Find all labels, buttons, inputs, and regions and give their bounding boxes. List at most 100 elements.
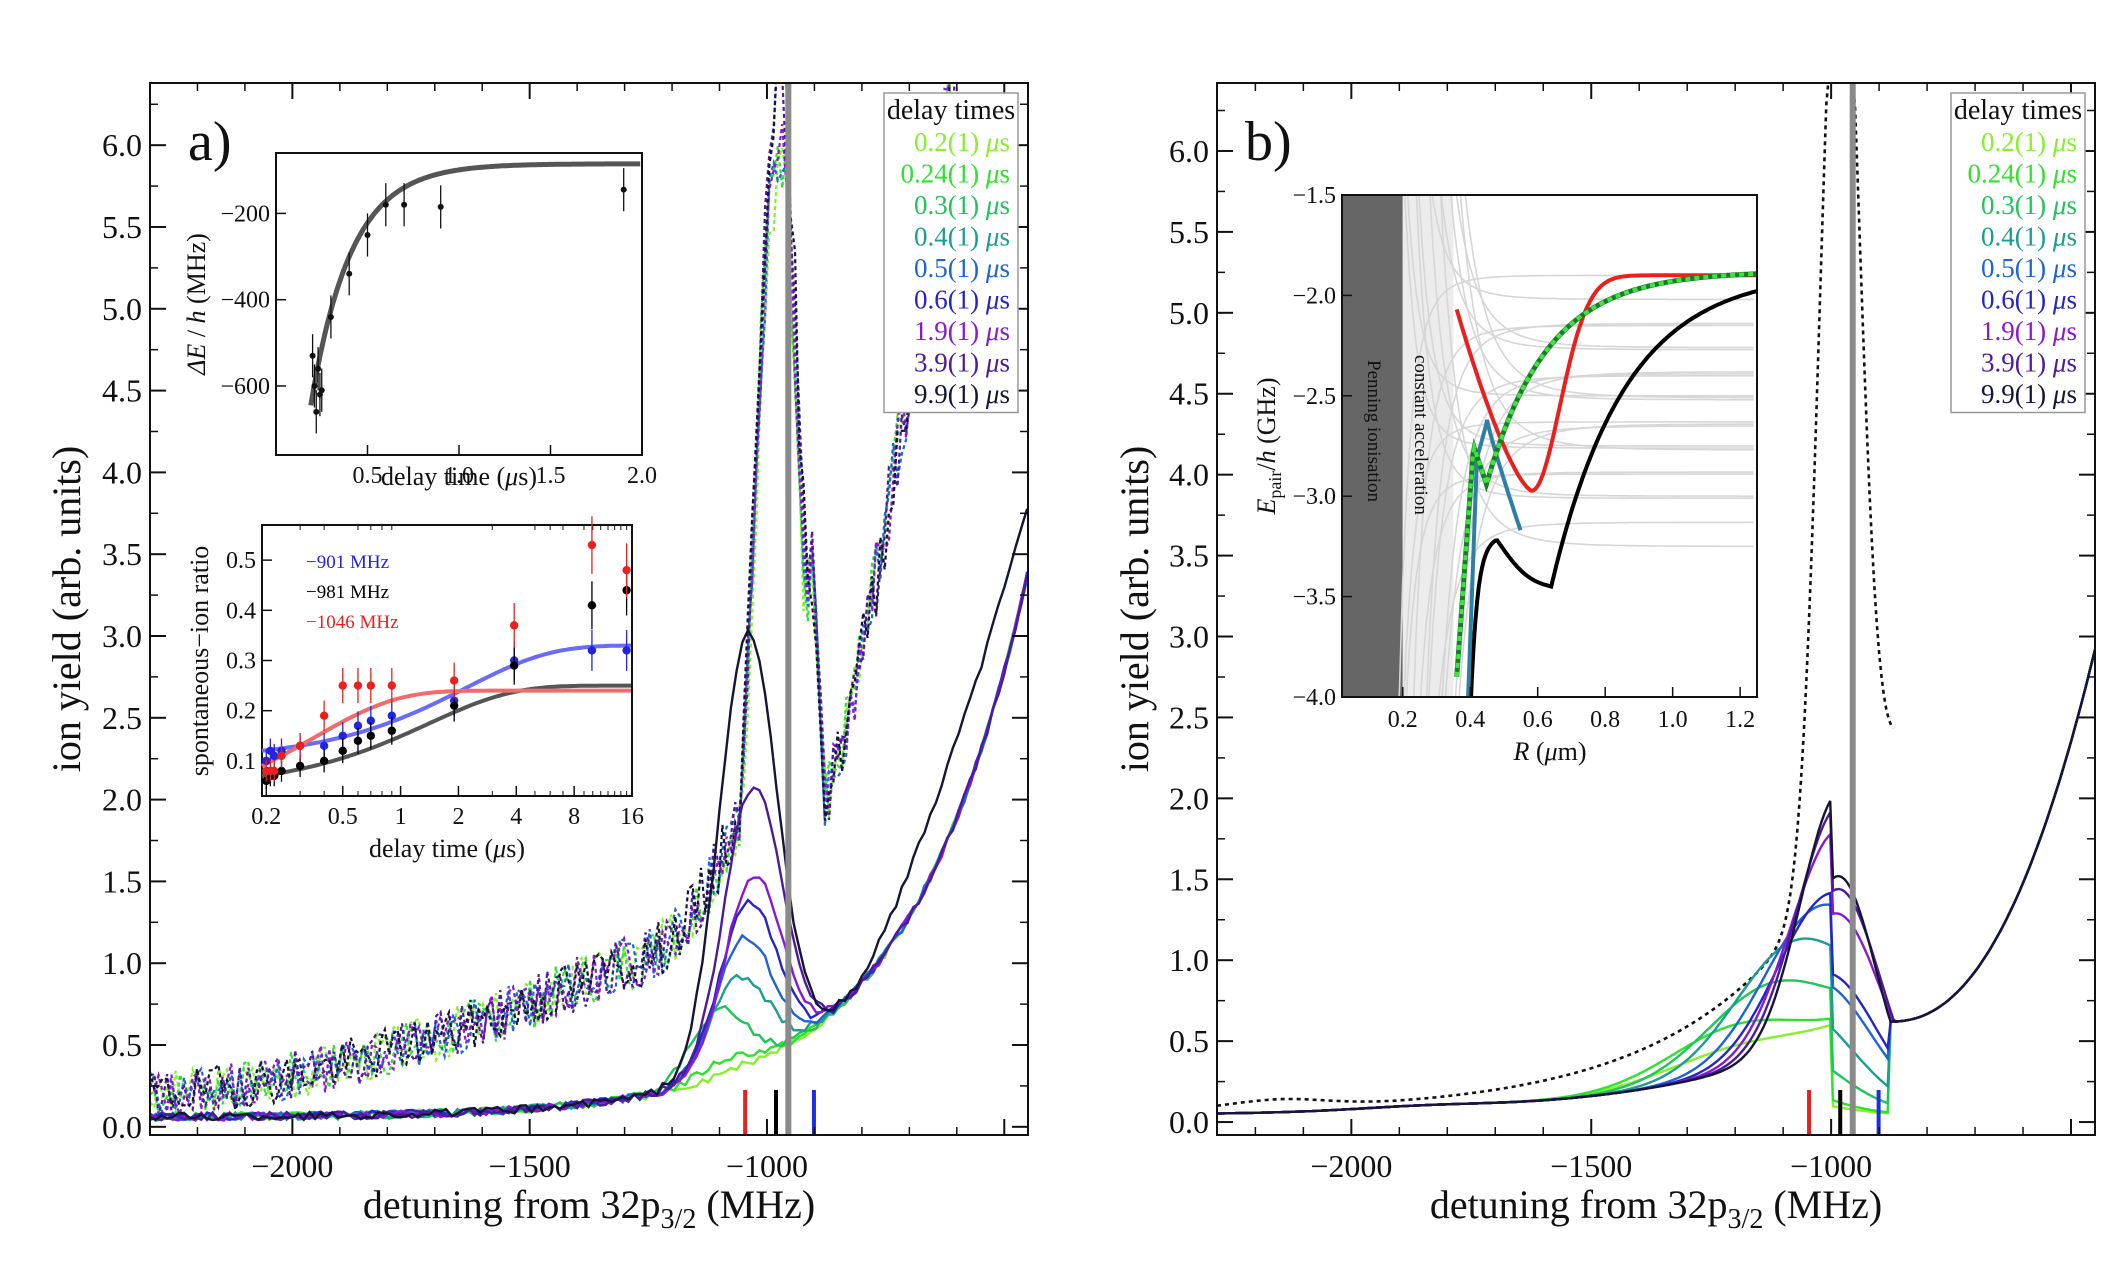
inset-b-frame [1341, 194, 1758, 698]
inset-2-point [387, 711, 397, 720]
background-potential-curve [1438, 521, 1754, 697]
inset-1-point [327, 313, 334, 320]
legend-entry: 0.6(1) μs [914, 285, 1010, 315]
inset-b-y-tick-label: −1.5 [1292, 183, 1336, 209]
legend-entry: 1.9(1) μs [914, 316, 1010, 346]
inset-1-point [309, 352, 316, 359]
inset-1-content: 0.5 1.0 1.5 2.0 −200 −400 −600 [220, 161, 657, 489]
solid-trace [1217, 649, 2095, 1115]
inset-b-y-tick-label: −2.0 [1292, 283, 1336, 309]
inset-2-point [449, 676, 459, 685]
inset-1-x-tick-label: 0.5 [353, 463, 383, 489]
legend-entry: 3.9(1) μs [1981, 348, 2077, 378]
y-tick-label: 0.0 [1169, 1104, 1209, 1140]
inset-2-y-tick-label: 0.2 [226, 699, 256, 725]
inset-2-point [366, 681, 376, 690]
y-tick-label: 3.5 [102, 536, 142, 572]
solid-trace [1217, 649, 2095, 1115]
background-potential-curve [1427, 375, 1754, 697]
inset-2-point [338, 681, 347, 690]
solid-trace [1217, 649, 2095, 1115]
inset-2-point [319, 756, 329, 766]
solid-trace [1217, 649, 2095, 1115]
dotted-trace [150, 83, 959, 1113]
inset-2-x-tick-label: 2 [452, 804, 464, 830]
inset-1-point [401, 201, 408, 208]
panel-b-axis-ticks: 0.0 0.5 1.0 1.5 2.0 2.5 3.0 3.5 4.0 4.5 5.0 5.5 6.0 −… [1169, 83, 2095, 1184]
inset-2-point [622, 646, 631, 655]
legend-entry: 0.3(1) μs [914, 190, 1010, 220]
panel-a-marker-lines [743, 1090, 816, 1135]
legend-entry: 9.9(1) μs [1981, 379, 2077, 409]
inset-2-point [587, 601, 597, 610]
panel-a-label: a) [188, 111, 232, 173]
inset-1-fit [308, 161, 641, 406]
background-potential-curve [1418, 195, 1754, 447]
y-tick-label: 2.5 [1169, 699, 1209, 735]
inset-b-y-label: Epair/h (GHz) [1252, 377, 1285, 515]
inset-2-legend: −901 MHz −981 MHz −1046 MHz [306, 552, 399, 633]
inset-2-point [509, 661, 519, 670]
legend-entry: 9.9(1) μs [914, 379, 1010, 409]
solid-trace [1217, 649, 2095, 1115]
solid-trace [1217, 649, 2095, 1115]
inset-spontaneous-ratio: 0.2 0.5 1 2 4 8 16 0.1 0.2 0.3 0.4 0.5 delay time (… [185, 516, 644, 863]
background-potential-curve [1431, 195, 1754, 301]
inset-1-x-tick-label: 2.0 [627, 463, 657, 489]
penning-region [1342, 195, 1403, 697]
legend-entry: 0.24(1) μs [1967, 159, 2077, 189]
background-potential-curve [1419, 471, 1754, 697]
inset-2-x-label: delay time (μs) [369, 834, 525, 863]
panel-a-axis-ticks: 0.0 0.5 1.0 1.5 2.0 2.5 3.0 3.5 4.0 4.5 5.0 5.5 6.0 −… [102, 83, 1028, 1184]
inset-b-y-tick-label: −3.0 [1292, 484, 1336, 510]
x-tick-label: −2000 [251, 1148, 333, 1184]
inset-1-x-tick-label: 1.5 [536, 463, 566, 489]
inset-2-fit [261, 688, 631, 768]
y-tick-label: 3.0 [1169, 619, 1209, 655]
inset-b-x-tick-label: 0.4 [1455, 707, 1485, 733]
y-tick-label: 6.0 [102, 127, 142, 163]
legend-entry: 1.9(1) μs [1981, 316, 2077, 346]
inset-2-point [387, 726, 397, 735]
legend-title: delay times [1954, 95, 2082, 126]
background-potential-curve [1449, 195, 1754, 401]
inset-energy-shift: 0.5 1.0 1.5 2.0 −200 −400 −600 delay time (μs)… [182, 152, 657, 491]
panel-b-x-axis-label: detuning from 32p3/2 (MHz) [1430, 1182, 1882, 1235]
x-tick-label: −1000 [1790, 1148, 1872, 1184]
legend-entry: 0.2(1) μs [914, 127, 1010, 157]
dotted-trace [150, 83, 951, 1115]
inset-2-point [295, 741, 305, 751]
inset-2-legend-entry: −1046 MHz [306, 612, 399, 633]
inset-2-legend-entry: −981 MHz [306, 582, 389, 603]
y-tick-label: 4.0 [1169, 457, 1209, 493]
background-potential-curve [1444, 425, 1754, 697]
legend-title: delay times [887, 95, 1015, 126]
inset-2-point [277, 766, 286, 776]
inset-1-point [346, 270, 353, 277]
legend-box [1950, 92, 2086, 414]
legend-entry: 0.4(1) μs [1981, 222, 2077, 252]
panel-b-y-axis-label: ion yield (arb. units) [1112, 446, 1157, 773]
y-tick-label: 5.0 [102, 291, 142, 327]
inset-b-content: 0.2 0.4 0.6 0.8 1.0 1.2 −1.5 −2.0 −2.5 −3.0 −3.5 −4… [1292, 183, 1757, 733]
region-label-acceleration: constant acceleration [1410, 355, 1431, 515]
inset-1-point [313, 408, 320, 415]
inset-2-x-tick-label: 16 [620, 804, 644, 830]
x-tick-label: −1500 [489, 1148, 571, 1184]
y-tick-label: 2.0 [1169, 780, 1209, 816]
panel-b: 0.0 0.5 1.0 1.5 2.0 2.5 3.0 3.5 4.0 4.5 5.0 5.5 6.0 −… [1112, 82, 2096, 1235]
panel-b-frame [1216, 82, 2096, 1136]
inset-2-y-tick-label: 0.3 [226, 649, 256, 675]
inset-1-point [311, 382, 318, 389]
legend-entry: 0.24(1) μs [900, 159, 1010, 189]
inset-2-point [587, 646, 597, 655]
panel-b-curves [1217, 83, 2095, 1115]
inset-2-point [587, 540, 597, 550]
inset-2-x-tick-label: 1 [395, 804, 407, 830]
inset-b-x-tick-label: 1.0 [1658, 707, 1688, 733]
background-potential-curve [1415, 195, 1754, 499]
background-potential-curve [1404, 195, 1754, 449]
inset-1-y-label: ΔE / h (MHz) [182, 233, 211, 376]
inset-2-point [295, 761, 305, 771]
